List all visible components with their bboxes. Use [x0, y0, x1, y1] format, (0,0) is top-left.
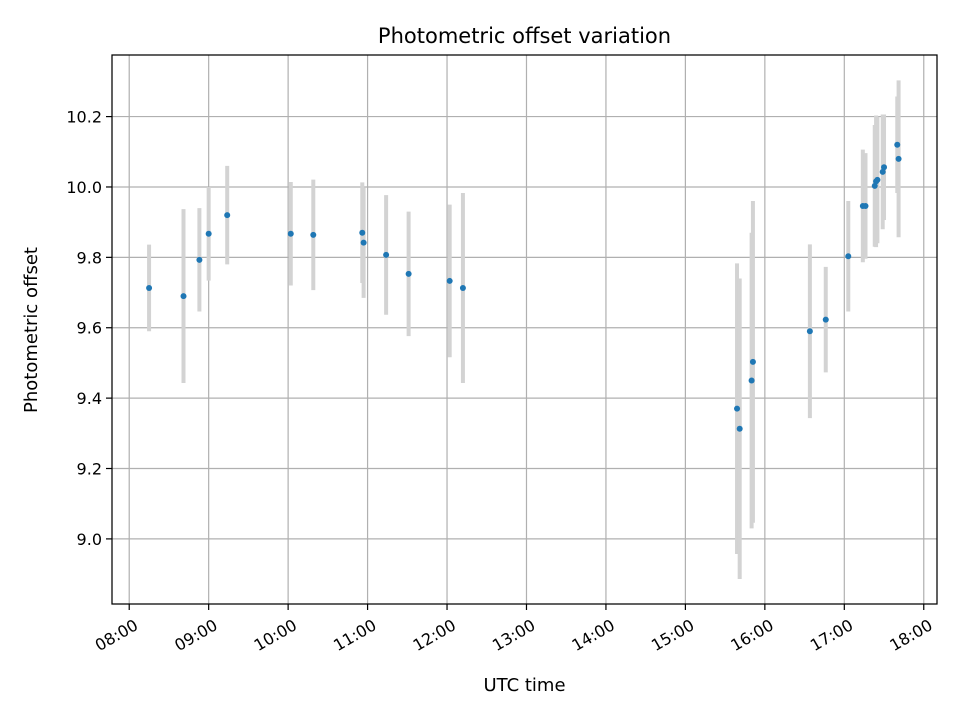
- y-axis-label: Photometric offset: [21, 247, 42, 413]
- data-point: [871, 182, 878, 189]
- data-point: [310, 231, 317, 238]
- data-point: [845, 253, 852, 260]
- data-point: [822, 316, 829, 323]
- data-point: [224, 212, 231, 219]
- y-tick-label: 9.2: [77, 460, 102, 479]
- data-point: [895, 155, 902, 162]
- data-point: [405, 270, 412, 277]
- data-point: [748, 377, 755, 384]
- x-axis-ticks: 08:00 09:00 10:00 11:00 12:00 13:00 14:00 15:00…: [92, 604, 936, 655]
- data-point: [360, 239, 367, 246]
- plot-frame: [111, 54, 938, 605]
- x-tick-label: 11:00: [330, 615, 379, 655]
- data-point: [881, 164, 888, 171]
- data-point: [734, 405, 741, 412]
- grid-lines: [112, 55, 937, 604]
- y-tick-label: 9.0: [77, 530, 102, 549]
- data-point: [180, 293, 187, 300]
- y-axis-ticks: 9.0 9.2 9.4 9.6 9.8 10.0 10.2: [66, 108, 112, 549]
- x-tick-label: 09:00: [171, 615, 220, 655]
- data-point: [359, 229, 366, 236]
- data-point: [383, 251, 390, 258]
- x-tick-label: 12:00: [410, 615, 459, 655]
- x-tick-label: 08:00: [92, 615, 141, 655]
- data-point: [736, 425, 743, 432]
- data-points: [146, 141, 902, 432]
- x-tick-label: 16:00: [727, 615, 776, 655]
- data-point: [196, 256, 203, 263]
- x-tick-label: 14:00: [569, 615, 618, 655]
- x-axis-label: UTC time: [483, 675, 565, 696]
- y-tick-label: 10.0: [66, 178, 102, 197]
- x-tick-label: 17:00: [807, 615, 856, 655]
- data-point: [146, 284, 153, 291]
- chart-title: Photometric offset variation: [378, 24, 671, 48]
- data-point: [749, 358, 756, 365]
- x-tick-label: 15:00: [648, 615, 697, 655]
- data-point: [446, 277, 453, 284]
- data-point: [806, 328, 813, 335]
- data-point: [862, 202, 869, 209]
- error-bars: [147, 80, 901, 580]
- data-point: [287, 230, 294, 237]
- data-point: [879, 168, 886, 175]
- y-tick-label: 10.2: [66, 108, 102, 127]
- y-tick-label: 9.4: [77, 389, 102, 408]
- data-point: [205, 230, 212, 237]
- y-tick-label: 9.6: [77, 319, 102, 338]
- x-tick-label: 18:00: [886, 615, 935, 655]
- data-point: [874, 176, 881, 183]
- x-tick-label: 10:00: [251, 615, 300, 655]
- y-tick-label: 9.8: [77, 248, 102, 267]
- data-point: [894, 141, 901, 148]
- x-tick-label: 13:00: [489, 615, 538, 655]
- data-point: [459, 284, 466, 291]
